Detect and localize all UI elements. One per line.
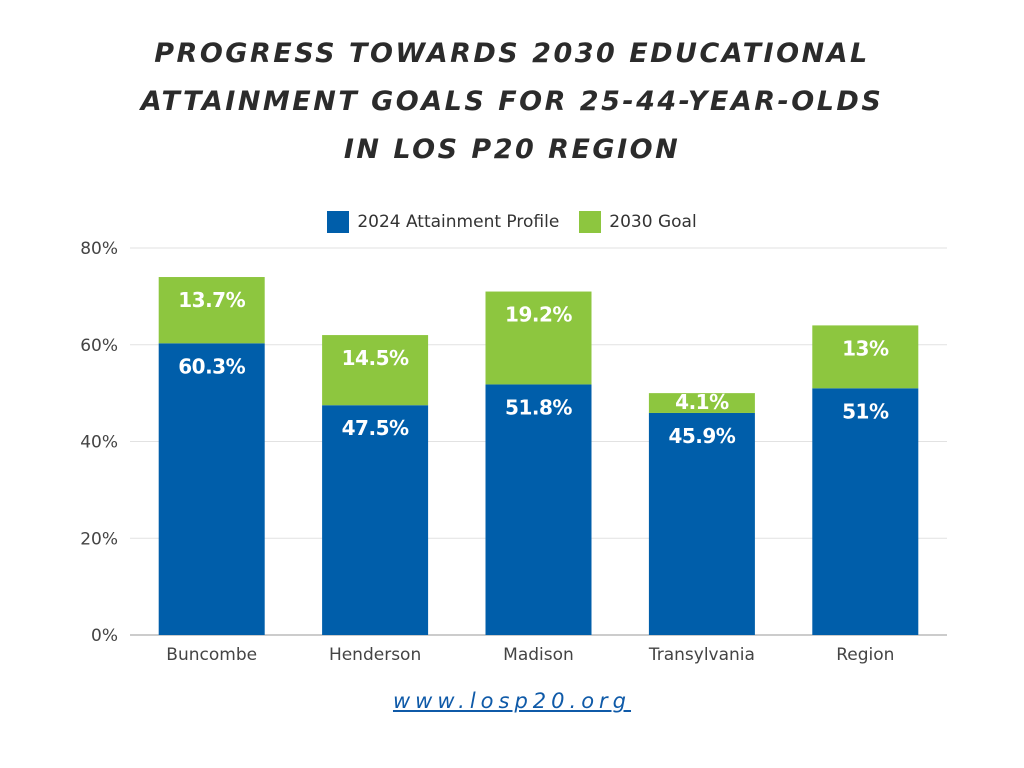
- x-category-label: Buncombe: [166, 645, 257, 665]
- data-label-goal: 13%: [842, 336, 889, 360]
- x-category-label: Henderson: [329, 645, 421, 665]
- title-line: ATTAINMENT GOALS FOR 25-44-YEAR-OLDS: [140, 86, 884, 117]
- chart-legend: 2024 Attainment Profile 2030 Goal: [0, 211, 1024, 233]
- bar-goal: [648, 393, 755, 413]
- data-label-goal: 14.5%: [342, 346, 409, 370]
- legend-item-attainment: 2024 Attainment Profile: [327, 211, 559, 233]
- y-tick-label: 80%: [80, 239, 118, 259]
- bar-attainment: [648, 412, 755, 635]
- legend-label-attainment: 2024 Attainment Profile: [357, 212, 560, 232]
- y-tick-label: 60%: [80, 336, 118, 356]
- data-label-attainment: 51.8%: [505, 395, 572, 419]
- legend-label-goal: 2030 Goal: [609, 212, 697, 232]
- data-label-attainment: 60.3%: [178, 354, 245, 378]
- y-tick-label: 40%: [80, 433, 118, 453]
- website-link[interactable]: www.losp20.org: [392, 689, 632, 713]
- bar-attainment: [485, 384, 592, 635]
- data-label-goal: 13.7%: [178, 288, 245, 312]
- data-label-attainment: 51%: [842, 399, 889, 423]
- bar-goal: [812, 325, 919, 389]
- chart-title: PROGRESS TOWARDS 2030 EDUCATIONAL ATTAIN…: [0, 30, 1024, 174]
- bar-goal: [322, 335, 429, 406]
- data-label-goal: 4.1%: [675, 390, 729, 414]
- data-label-goal: 19.2%: [505, 303, 572, 327]
- title-line: IN LOS P20 REGION: [343, 134, 681, 165]
- x-category-label: Transylvania: [648, 645, 755, 665]
- bar-attainment: [812, 388, 919, 635]
- data-label-attainment: 45.9%: [668, 424, 735, 448]
- title-line: PROGRESS TOWARDS 2030 EDUCATIONAL: [154, 38, 870, 69]
- bar-goal: [158, 277, 265, 344]
- bar-attainment: [158, 343, 265, 635]
- bar-goal: [485, 291, 592, 385]
- x-category-label: Region: [836, 645, 894, 665]
- data-label-attainment: 47.5%: [342, 416, 409, 440]
- legend-item-goal: 2030 Goal: [579, 211, 697, 233]
- legend-swatch-goal: [579, 211, 602, 233]
- x-category-label: Madison: [503, 645, 574, 665]
- bar-attainment: [322, 405, 429, 635]
- y-tick-label: 0%: [91, 626, 118, 646]
- legend-swatch-attainment: [327, 211, 350, 233]
- y-tick-label: 20%: [80, 529, 118, 549]
